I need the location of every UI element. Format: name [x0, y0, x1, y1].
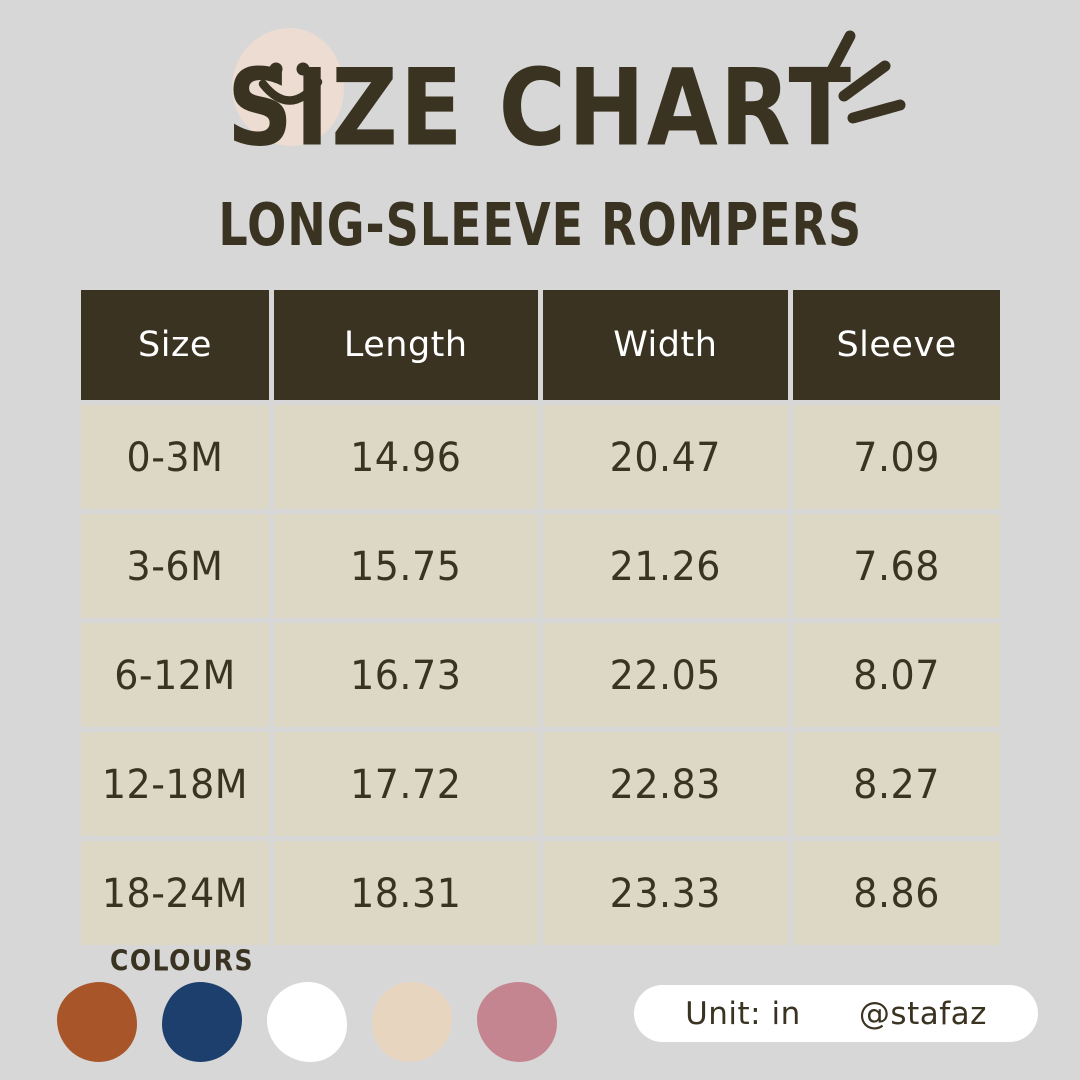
cell-width: 21.26: [542, 514, 789, 618]
cell-length: 16.73: [273, 623, 538, 727]
table-row: 0-3M 14.96 20.47 7.09: [81, 405, 1000, 509]
cell-length: 15.75: [273, 514, 538, 618]
column-header-width: Width: [542, 290, 789, 400]
cell-width: 22.05: [542, 623, 789, 727]
table-row: 6-12M 16.73 22.05 8.07: [81, 623, 1000, 727]
cell-size: 6-12M: [81, 623, 269, 727]
social-handle: @stafaz: [858, 995, 987, 1032]
smiley-face-icon: [258, 62, 323, 105]
page-header: SIZE CHART LONG-SLEEVE ROMPERS: [0, 0, 1080, 255]
cell-sleeve: 7.09: [793, 405, 1000, 509]
unit-badge: Unit: in @stafaz: [634, 985, 1038, 1042]
cell-width: 20.47: [542, 405, 789, 509]
cell-width: 22.83: [542, 732, 789, 836]
unit-label: Unit: in: [685, 995, 801, 1032]
column-header-sleeve: Sleeve: [793, 290, 1000, 400]
colour-swatch-navy[interactable]: [162, 982, 242, 1062]
colour-swatch-cream[interactable]: [372, 982, 452, 1062]
page-subtitle: LONG-SLEEVE ROMPERS: [218, 191, 862, 260]
cell-size: 18-24M: [81, 841, 269, 945]
colour-swatch-list: [57, 982, 557, 1062]
column-header-length: Length: [273, 290, 538, 400]
cell-sleeve: 8.27: [793, 732, 1000, 836]
colour-swatch-dusty-rose[interactable]: [477, 982, 557, 1062]
table-header-row: Size Length Width Sleeve: [81, 290, 1000, 400]
cell-length: 18.31: [273, 841, 538, 945]
page-title: SIZE CHART: [226, 46, 854, 171]
smiley-blob-background: [232, 28, 344, 146]
page-subtitle-wrap: LONG-SLEEVE ROMPERS: [0, 196, 1080, 255]
table-row: 18-24M 18.31 23.33 8.86: [81, 841, 1000, 945]
colour-swatch-white[interactable]: [267, 982, 347, 1062]
colours-label: COLOURS: [110, 944, 254, 978]
sparkle-lines-icon: [824, 30, 906, 124]
cell-size: 0-3M: [81, 405, 269, 509]
cell-sleeve: 8.07: [793, 623, 1000, 727]
size-chart-table: Size Length Width Sleeve 0-3M 14.96 20.4…: [81, 290, 1000, 950]
cell-sleeve: 8.86: [793, 841, 1000, 945]
cell-length: 14.96: [273, 405, 538, 509]
cell-length: 17.72: [273, 732, 538, 836]
table-row: 3-6M 15.75 21.26 7.68: [81, 514, 1000, 618]
page-title-wrap: SIZE CHART: [0, 0, 1080, 161]
table-row: 12-18M 17.72 22.83 8.27: [81, 732, 1000, 836]
colour-swatch-rust[interactable]: [57, 982, 137, 1062]
cell-width: 23.33: [542, 841, 789, 945]
cell-size: 12-18M: [81, 732, 269, 836]
column-header-size: Size: [81, 290, 269, 400]
cell-sleeve: 7.68: [793, 514, 1000, 618]
cell-size: 3-6M: [81, 514, 269, 618]
